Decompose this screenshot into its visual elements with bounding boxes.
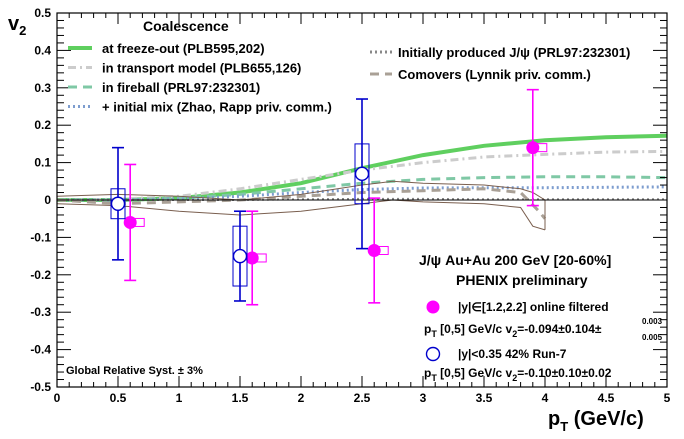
- x-tick-label: 2: [298, 391, 305, 405]
- legend-right-label-2: Comovers (Lynnik priv. comm.): [398, 67, 591, 82]
- band-layer: [56, 180, 546, 231]
- band-lower: [56, 199, 546, 231]
- x-tick-label: 1.5: [232, 391, 249, 405]
- marker: [123, 215, 137, 229]
- y-tick-label: 0.1: [34, 156, 51, 170]
- data-point: [354, 98, 370, 250]
- band-upper: [56, 180, 546, 201]
- y-tick-label: 0.5: [34, 6, 51, 20]
- x-axis-label: pT (GeV/c): [548, 408, 644, 434]
- point-legend-1-syst-down: 0.005: [642, 333, 663, 342]
- data-point: [245, 210, 267, 306]
- data-point: [123, 163, 145, 282]
- annotation-subtitle: PHENIX preliminary: [456, 272, 588, 288]
- point-legend-2: |y|<0.35 42% Run-7 pT [0,5] GeV/c v2=-0.…: [424, 346, 612, 383]
- marker: [526, 141, 540, 155]
- y-tick-label: 0.3: [34, 81, 51, 95]
- x-tick-label: 2.5: [354, 391, 371, 405]
- y-tick-label: 0.2: [34, 118, 51, 132]
- marker: [110, 196, 126, 211]
- legend-right: Initially produced J/ψ (PRL97:232301) Com…: [370, 45, 630, 82]
- marker: [354, 166, 370, 182]
- point-legend-2-label: |y|<0.35 42% Run-7: [458, 347, 567, 361]
- x-tick-label: 0: [54, 391, 61, 405]
- y-tick-label: -0.3: [30, 305, 51, 319]
- legend-left-label-3: in fireball (PRL97:232301): [102, 80, 260, 95]
- syst-note: Global Relative Syst. ± 3%: [66, 365, 203, 377]
- x-tick-label: 3.5: [476, 391, 493, 405]
- point-legend-1-result: pT [0,5] GeV/c v2=-0.094±0.104±: [424, 322, 602, 339]
- point-legend-1-label: |y|∈[1.2,2.2] online filtered: [458, 300, 609, 314]
- data-point: [110, 146, 126, 261]
- legend-left: Coalescence at freeze-out (PLB595,202) in…: [68, 18, 332, 115]
- y-axis-label: v2: [8, 13, 26, 38]
- legend-left-label-4: + initial mix (Zhao, Rapp priv. comm.): [102, 100, 332, 115]
- ticks-layer: 0 0.5 1 1.5 2 2.5 3 3.5 4 4.5 5 -0.5 -0.4 -0.3 -0.2 -0.…: [30, 6, 670, 405]
- marker: [367, 243, 381, 257]
- points-layer: [110, 88, 548, 306]
- x-tick-label: 4.5: [598, 391, 615, 405]
- point-legend-1: |y|∈[1.2,2.2] online filtered pT [0,5] G…: [424, 300, 663, 342]
- annotation-title: J/ψ Au+Au 200 GeV [20-60%]: [419, 252, 611, 268]
- legend-left-label-2: in transport model (PLB655,126): [102, 61, 301, 76]
- blue-open-marker-icon: [425, 346, 441, 362]
- point-legend-1-syst-up: 0.003: [642, 317, 663, 326]
- legend-left-title: Coalescence: [143, 18, 229, 34]
- y-tick-label: -0.4: [30, 343, 51, 357]
- marker: [232, 248, 248, 264]
- x-tick-label: 3: [420, 391, 427, 405]
- x-tick-label: 0.5: [110, 391, 127, 405]
- data-point: [232, 210, 248, 302]
- y-tick-label: -0.2: [30, 268, 51, 282]
- y-tick-label: 0: [44, 193, 51, 207]
- marker: [245, 251, 259, 265]
- x-tick-label: 5: [664, 391, 671, 405]
- legend-left-label-1: at freeze-out (PLB595,202): [102, 41, 265, 56]
- magenta-marker-icon: [426, 300, 440, 314]
- point-legend-2-result: pT [0,5] GeV/c v2=-0.10±0.10±0.02: [424, 366, 612, 383]
- y-tick-label: 0.4: [34, 43, 51, 57]
- legend-right-label-1: Initially produced J/ψ (PRL97:232301): [398, 45, 630, 60]
- y-tick-label: -0.5: [30, 380, 51, 394]
- x-tick-label: 4: [542, 391, 549, 405]
- data-point: [526, 88, 548, 207]
- y-tick-label: -0.1: [30, 230, 51, 244]
- data-point: [367, 197, 389, 304]
- x-tick-label: 1: [176, 391, 183, 405]
